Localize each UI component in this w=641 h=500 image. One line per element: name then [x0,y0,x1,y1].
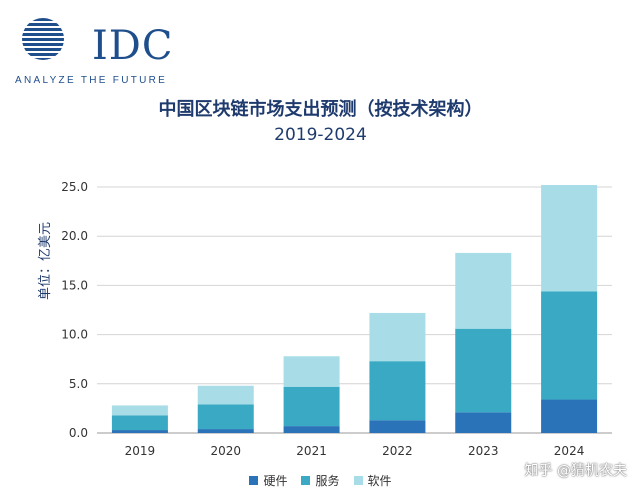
chart-title: 中国区块链市场支出预测（按技术架构） [158,99,483,120]
bar-segment [455,328,512,413]
legend-swatch [301,476,311,485]
bar-segment [455,252,512,329]
bar-segment [283,356,340,387]
brand-name: IDC [92,23,174,69]
bar-segment [111,405,168,416]
legend-swatch [353,476,363,485]
bar-segment [541,399,598,433]
bar-segment [369,420,426,433]
x-tick-label: 2022 [382,444,413,458]
bar-segment [197,429,254,433]
chart-subtitle: 2019-2024 [274,125,367,145]
globe-icon [22,18,64,60]
y-tick-label: 20.0 [61,229,88,243]
bar-segment [111,430,168,433]
bar-segment [197,404,254,430]
bar-segment [197,385,254,405]
x-tick-label: 2023 [468,444,499,458]
brand-tagline: ANALYZE THE FUTURE [15,75,168,86]
bar-segment [541,291,598,400]
bar-segment [111,415,168,431]
chart-legend: 硬件 服务 软件 [0,472,641,489]
x-tick-label: 2020 [210,444,241,458]
y-tick-label: 15.0 [61,278,88,292]
legend-item: 服务 [301,472,340,489]
y-tick-label: 25.0 [61,180,88,194]
watermark: 知乎 @猜机农夫 [524,463,627,479]
bar-segment [541,185,598,292]
bar-segment [283,426,340,433]
legend-label: 硬件 [263,474,288,488]
y-tick-label: 5.0 [69,377,88,391]
legend-item: 硬件 [249,472,287,489]
legend-label: 软件 [367,474,392,488]
x-tick-label: 2024 [554,444,585,458]
bar-segment [369,361,426,421]
bar-segment [455,412,512,433]
legend-item: 软件 [353,472,392,489]
x-tick-label: 2021 [296,444,327,458]
y-tick-label: 10.0 [61,328,88,342]
bar-segment [369,312,426,362]
stacked-bar-chart: 0.0 5.0 10.0 15.0 20.0 25.0 2019 2020 2021 2022 20… [61,180,612,458]
legend-label: 服务 [315,474,340,488]
x-tick-label: 2019 [125,444,156,458]
y-tick-label: 0.0 [69,426,88,440]
legend-swatch [249,476,259,485]
bar-segment [283,386,340,427]
idc-logo: IDC ANALYZE THE FUTURE [12,14,182,86]
